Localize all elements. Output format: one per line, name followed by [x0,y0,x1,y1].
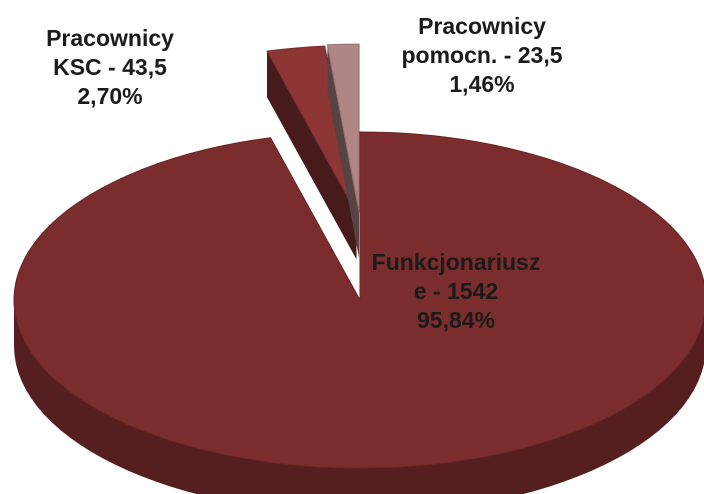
separator: - [497,42,518,68]
percent-label: 2,70% [77,83,143,109]
value-label: 1542 [447,278,499,304]
separator: - [426,278,448,304]
category-label: Funkcjonariusze [371,249,541,304]
category-label: Pracownicy KSC [46,25,174,80]
pie-slice [326,43,360,213]
data-label: Pracownicy pomocn. - 23,5 1,46% [396,12,568,99]
value-label: 43,5 [122,54,167,80]
separator: - [101,54,123,80]
pie-slice [266,45,357,214]
slice-face [266,51,357,260]
percent-label: 1,46% [449,71,515,97]
pie-slice [13,131,704,469]
category-label: Pracownicy pomocn. [401,13,546,68]
value-label: 23,5 [517,42,563,68]
data-label: Pracownicy KSC - 43,5 2,70% [22,24,198,111]
percent-label: 95,84% [416,307,495,333]
data-label: Funkcjonariusze - 1542 95,84% [368,248,544,335]
slice-face [327,44,360,259]
